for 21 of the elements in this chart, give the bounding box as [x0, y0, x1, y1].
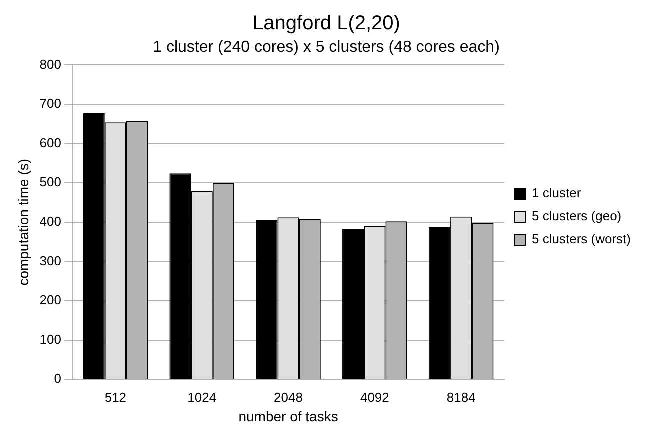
x-axis-title: number of tasks [238, 408, 338, 424]
y-tick-label: 400 [40, 214, 62, 229]
chart-subtitle: 1 cluster (240 cores) x 5 clusters (48 cores each) [153, 39, 500, 56]
x-tick-label: 1024 [188, 390, 217, 405]
y-tick-label: 300 [40, 253, 62, 268]
y-tick-label: 100 [40, 332, 62, 347]
legend-label: 5 clusters (worst) [532, 232, 632, 247]
y-tick-label: 500 [40, 174, 62, 190]
x-tick-label: 2048 [274, 390, 303, 405]
y-axis-title: computation time (s) [15, 158, 32, 286]
legend-label: 1 cluster [532, 186, 582, 201]
y-tick-label: 0 [54, 371, 62, 386]
x-tick-label: 8184 [446, 390, 476, 405]
x-tick-label: 4092 [360, 390, 390, 405]
y-tick-label: 600 [40, 135, 62, 150]
legend-label: 5 clusters (geo) [532, 208, 622, 224]
y-tick-label: 200 [40, 292, 62, 308]
chart-title: Langford L(2,20) [252, 12, 400, 35]
y-tick-label: 700 [40, 96, 62, 112]
y-tick-label: 800 [40, 56, 62, 72]
x-tick-label: 512 [104, 390, 127, 405]
